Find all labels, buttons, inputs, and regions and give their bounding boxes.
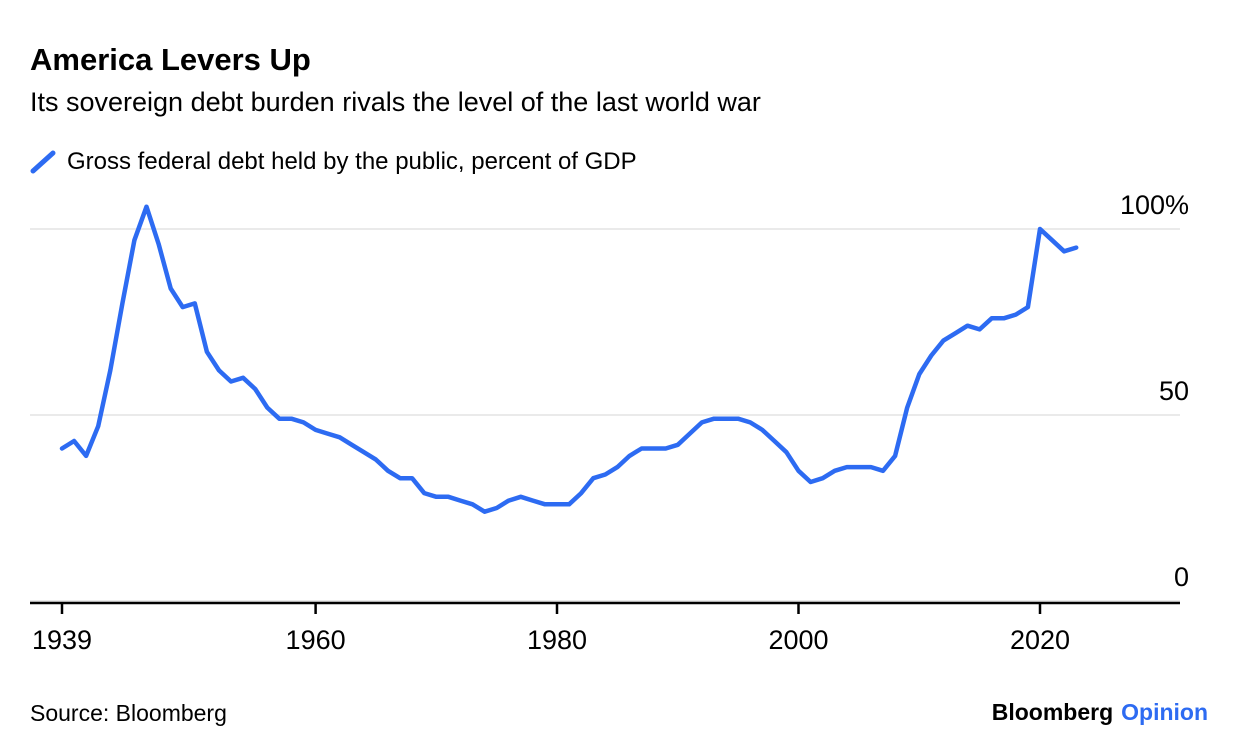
y-tick-label-0: 0: [1174, 562, 1189, 592]
y-tick-label-50: 50: [1159, 376, 1189, 406]
legend-line-mark: [30, 150, 56, 174]
legend-label: Gross federal debt held by the public, p…: [67, 148, 637, 175]
source-label: Source: Bloomberg: [30, 700, 227, 726]
x-tick-label-1960: 1960: [286, 625, 346, 655]
x-tick-label-2000: 2000: [768, 625, 828, 655]
x-tick-label-1939: 1939: [32, 625, 92, 655]
brand-opinion: Opinion: [1121, 699, 1208, 725]
brand-bloomberg: Bloomberg: [991, 699, 1114, 725]
x-tick-label-2020: 2020: [1010, 625, 1070, 655]
x-tick-label-1980: 1980: [527, 625, 587, 655]
chart-title: America Levers Up: [30, 42, 311, 77]
chart-subtitle: Its sovereign debt burden rivals the lev…: [30, 87, 761, 117]
legend-line-icon: [30, 150, 56, 174]
debt-series-line: [59, 204, 1079, 514]
y-tick-label-100: 100%: [1120, 190, 1189, 220]
bloomberg-opinion-logo: Bloomberg Opinion: [992, 699, 1208, 726]
chart-legend: Gross federal debt held by the public, p…: [30, 148, 637, 176]
